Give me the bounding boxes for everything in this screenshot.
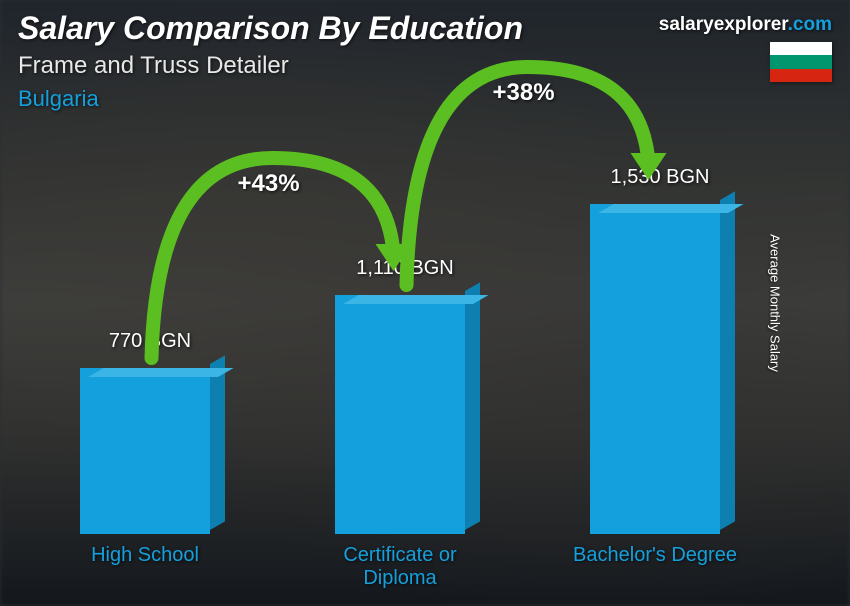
chart-content: Salary Comparison By Education Frame and… xyxy=(0,0,850,606)
increase-pct-1: +38% xyxy=(493,79,555,107)
increase-arrow-1 xyxy=(0,0,850,606)
